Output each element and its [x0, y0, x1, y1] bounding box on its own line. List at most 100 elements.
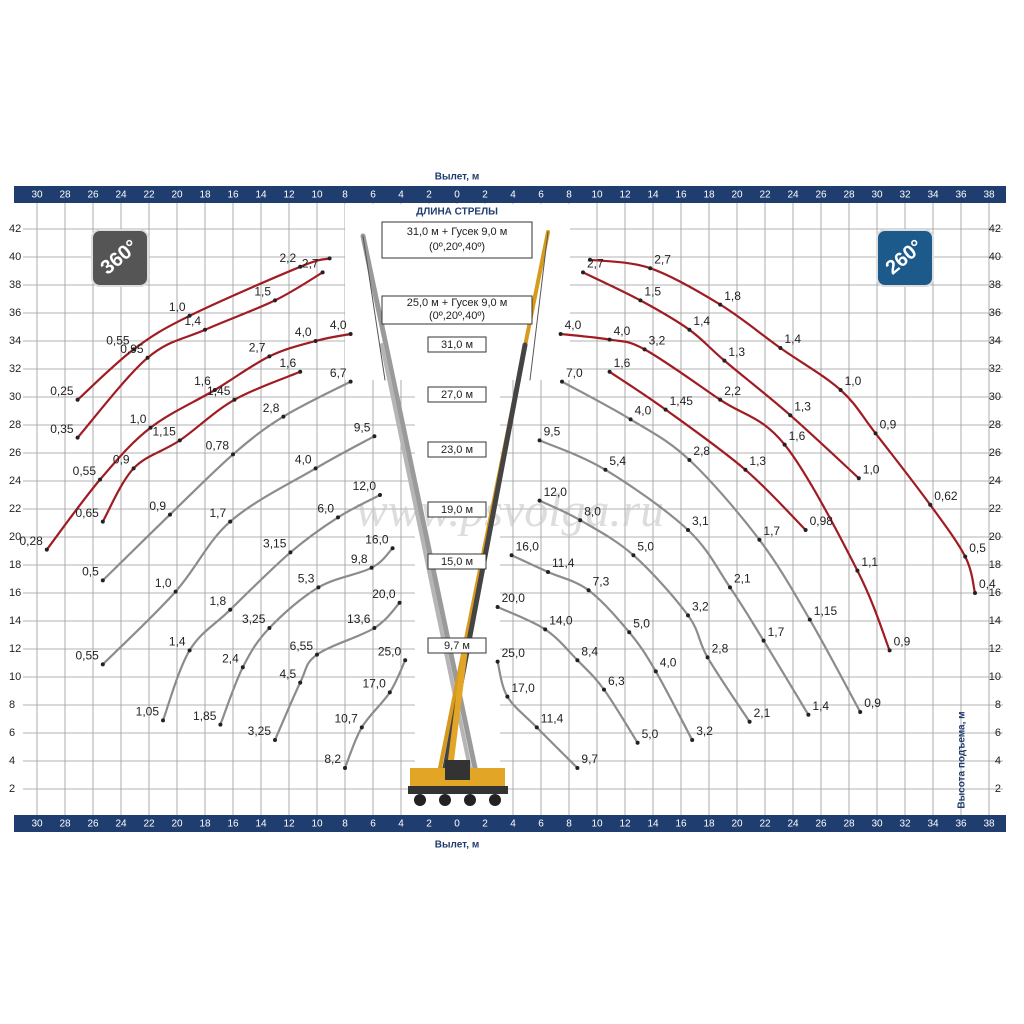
load-label: 2,8 — [693, 444, 710, 458]
load-curve — [76, 271, 324, 439]
load-label: 5,0 — [633, 616, 650, 630]
load-label: 1,1 — [861, 555, 878, 569]
x-tick-label: 14 — [647, 190, 659, 201]
x-tick-label: 26 — [87, 190, 99, 201]
y-tick-label: 8 — [9, 699, 15, 711]
load-curve — [343, 659, 407, 769]
boom-box — [381, 221, 533, 259]
y-tick-label: 12 — [989, 643, 1001, 655]
load-point — [648, 266, 653, 271]
load-label: 0,35 — [50, 422, 74, 436]
load-point — [100, 578, 105, 583]
y-tick-label: 10 — [989, 671, 1001, 683]
load-point — [603, 467, 608, 472]
load-label: 1,3 — [749, 454, 766, 468]
y-tick-label: 16 — [9, 587, 21, 599]
load-point — [627, 630, 632, 635]
x-tick-label: 28 — [843, 819, 855, 830]
y-tick-label: 38 — [989, 279, 1001, 291]
y-tick-label: 32 — [989, 363, 1001, 375]
x-tick-label: 20 — [731, 819, 743, 830]
y-tick-label: 30 — [989, 391, 1001, 403]
x-tick-label: 14 — [647, 819, 659, 830]
y-tick-label: 14 — [989, 615, 1001, 627]
load-label: 1,6 — [194, 374, 211, 388]
x-tick-label: 32 — [899, 190, 911, 201]
x-tick-label: 2 — [482, 819, 488, 830]
load-point — [963, 554, 968, 559]
x-tick-label: 38 — [983, 190, 995, 201]
load-point — [537, 498, 542, 503]
x-tick-label: 22 — [143, 190, 155, 201]
load-point — [168, 512, 172, 517]
load-label: 7,3 — [593, 574, 610, 588]
load-label: 10,7 — [334, 712, 358, 726]
x-tick-label: 16 — [227, 819, 239, 830]
x-tick-label: 14 — [255, 819, 267, 830]
load-point — [281, 414, 286, 419]
load-point — [145, 355, 150, 360]
load-label: 0,55 — [106, 334, 130, 348]
load-label: 1,7 — [763, 524, 780, 538]
load-point — [838, 388, 843, 392]
y-tick-label: 18 — [989, 559, 1001, 571]
load-point — [602, 687, 606, 692]
load-point — [509, 553, 514, 558]
load-label: 12,0 — [544, 485, 568, 499]
y-tick-label: 4 — [995, 755, 1001, 767]
x-tick-label: 8 — [342, 819, 348, 830]
load-label: 3,2 — [692, 600, 709, 614]
x-tick-label: 18 — [199, 819, 211, 830]
load-label: 0,25 — [50, 384, 74, 398]
boom-box — [427, 336, 487, 353]
load-label: 6,7 — [330, 366, 347, 380]
load-point — [397, 600, 402, 605]
load-label: 1,45 — [207, 384, 231, 398]
x-tick-label: 2 — [426, 819, 432, 830]
load-point — [807, 617, 812, 622]
x-tick-label: 30 — [871, 190, 883, 201]
load-label: 6,0 — [317, 502, 334, 516]
load-point — [686, 613, 690, 618]
x-tick-label: 16 — [675, 819, 687, 830]
load-label: 0,5 — [969, 541, 986, 555]
rotation-badge — [876, 229, 934, 287]
x-tick-label: 38 — [983, 819, 995, 830]
load-label: 7,0 — [566, 366, 583, 380]
boom-label: (0º,20º,40º) — [429, 310, 485, 322]
load-point — [298, 369, 303, 374]
x-tick-label: 16 — [227, 190, 239, 201]
load-point — [635, 740, 640, 745]
load-point — [267, 626, 272, 630]
load-point — [575, 766, 580, 770]
x-tick-label: 10 — [591, 819, 603, 830]
load-label: 9,5 — [354, 420, 371, 434]
y-tick-label: 24 — [9, 475, 21, 487]
load-label: 8,2 — [324, 752, 341, 766]
load-label: 0,9 — [149, 499, 166, 513]
boom-box — [427, 553, 487, 570]
boom-box — [427, 501, 487, 518]
x-tick-label: 4 — [398, 190, 404, 201]
load-label: 0,9 — [880, 418, 897, 432]
load-point — [359, 725, 364, 730]
boom-label: 31,0 м + Гусек 9,0 м — [407, 226, 508, 238]
load-point — [313, 466, 318, 471]
load-label: 4,0 — [660, 656, 677, 670]
y-tick-label: 6 — [995, 727, 1001, 739]
load-point — [273, 298, 277, 303]
top-axis-bar — [14, 186, 1006, 203]
load-point — [240, 665, 245, 670]
load-point — [686, 528, 690, 532]
x-tick-label: 26 — [815, 819, 827, 830]
load-point — [806, 712, 811, 717]
load-point — [378, 493, 382, 497]
y-tick-label: 16 — [989, 587, 1001, 599]
load-label: 20,0 — [502, 591, 526, 605]
load-point — [288, 550, 293, 555]
load-curve — [219, 547, 394, 725]
y-tick-label: 36 — [9, 307, 21, 319]
y-tick-label: 2 — [9, 783, 15, 795]
load-point — [856, 476, 861, 481]
load-point — [586, 588, 591, 593]
